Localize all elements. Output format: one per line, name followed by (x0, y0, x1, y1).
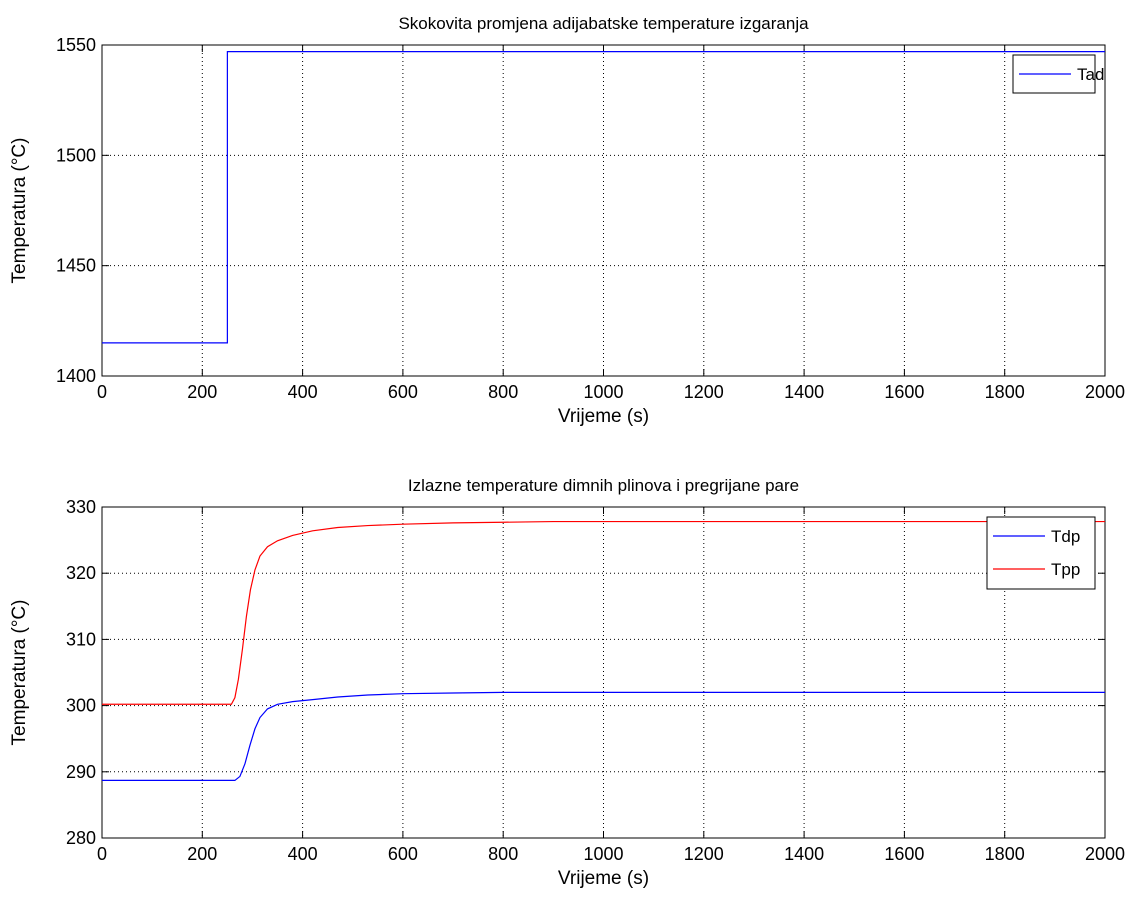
x-tick-label: 800 (488, 844, 518, 864)
y-tick-label: 320 (66, 563, 96, 583)
x-tick-label: 1000 (583, 382, 623, 402)
legend-label-tdp: Tdp (1051, 527, 1080, 546)
legend-label-tpp: Tpp (1051, 560, 1080, 579)
y-tick-label: 300 (66, 696, 96, 716)
x-tick-label: 0 (97, 844, 107, 864)
y-tick-label: 1450 (56, 256, 96, 276)
y-axis-label: Temperatura (°C) (9, 138, 30, 284)
x-tick-label: 200 (187, 844, 217, 864)
y-axis-label: Temperatura (°C) (9, 600, 30, 746)
x-tick-label: 1600 (884, 382, 924, 402)
y-tick-label: 280 (66, 828, 96, 848)
series-line-tdp (102, 691, 1105, 782)
series-line-tpp (102, 520, 1105, 705)
chart-title: Izlazne temperature dimnih plinova i pre… (408, 476, 799, 495)
legend-box (986, 516, 1096, 590)
chart-tdp-tpp: 0 200 400 600 800 1000 1200 1400 1600 1800 2000 280… (9, 476, 1125, 889)
legend: Tdp Tpp (986, 516, 1096, 590)
x-tick-label: 600 (388, 382, 418, 402)
y-tick-label: 1400 (56, 366, 96, 386)
x-tick-label: 1800 (985, 844, 1025, 864)
x-tick-label: 1000 (583, 844, 623, 864)
y-tick-label: 290 (66, 762, 96, 782)
y-tick-label: 1500 (56, 145, 96, 165)
x-tick-label: 1400 (784, 382, 824, 402)
x-tick-label: 1800 (985, 382, 1025, 402)
x-tick-label: 1200 (684, 844, 724, 864)
x-tick-label: 600 (388, 844, 418, 864)
y-tick-label: 330 (66, 497, 96, 517)
y-tick-label: 310 (66, 629, 96, 649)
plot-area (101, 506, 1106, 839)
x-tick-label: 1600 (884, 844, 924, 864)
x-tick-label: 400 (288, 844, 318, 864)
x-tick-label: 1200 (684, 382, 724, 402)
x-tick-label: 2000 (1085, 844, 1125, 864)
x-tick-label: 2000 (1085, 382, 1125, 402)
x-tick-label: 400 (288, 382, 318, 402)
x-axis-label: Vrijeme (s) (558, 406, 649, 427)
x-tick-label: 200 (187, 382, 217, 402)
x-axis-label: Vrijeme (s) (558, 868, 649, 889)
plot-area (101, 44, 1106, 377)
x-tick-label: 800 (488, 382, 518, 402)
legend: Tad (1012, 54, 1104, 94)
x-tick-label: 1400 (784, 844, 824, 864)
legend-label-tad: Tad (1077, 65, 1104, 84)
series-line-tad (102, 51, 1105, 344)
x-tick-label: 0 (97, 382, 107, 402)
chart-tad: 0 200 400 600 800 1000 1200 1400 1600 1800 2000 140… (9, 14, 1125, 427)
chart-title: Skokovita promjena adijabatske temperatu… (398, 14, 809, 33)
y-tick-label: 1550 (56, 35, 96, 55)
